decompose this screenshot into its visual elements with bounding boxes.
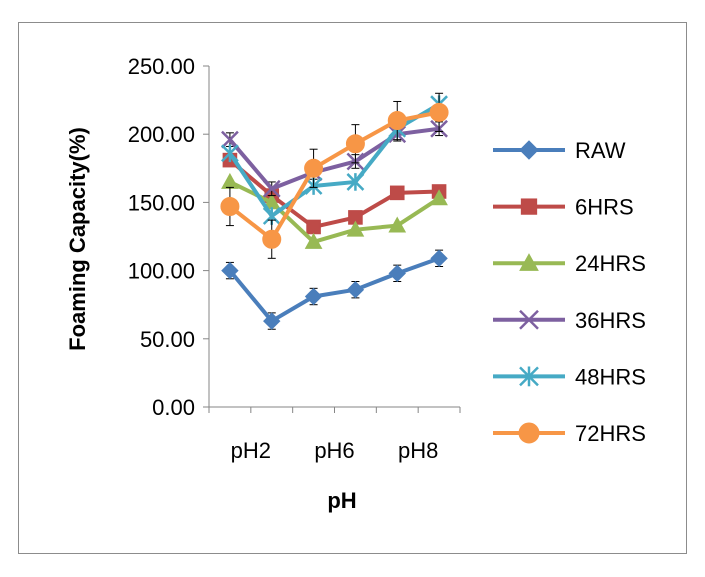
y-tick-label: 0.00	[152, 395, 195, 420]
data-point	[304, 232, 323, 249]
data-point	[263, 312, 281, 330]
y-tick-labels: 0.00 50.00 100.00 150.00 200.00 250.00	[128, 54, 195, 420]
legend-swatch-marker	[519, 140, 539, 160]
legend-item: 24HRS	[493, 251, 646, 276]
x-tick-label: pH2	[231, 438, 271, 463]
data-point	[220, 196, 240, 216]
legend: RAW 6HRS 24HRS 36HRS 48HRS 72HRS	[493, 138, 646, 446]
data-point	[221, 261, 239, 280]
data-point	[429, 102, 449, 122]
series-48hrs	[221, 95, 448, 225]
series-24hrs	[221, 172, 448, 249]
x-tick-label: pH6	[314, 438, 354, 463]
series-layer	[220, 92, 449, 330]
legend-label: 72HRS	[575, 421, 646, 446]
data-point	[430, 249, 448, 268]
data-point	[262, 229, 282, 249]
legend-label: 24HRS	[575, 251, 646, 276]
series-raw	[221, 249, 448, 330]
data-point	[345, 134, 365, 154]
data-point	[388, 216, 407, 233]
data-point	[304, 287, 323, 306]
legend-item: 72HRS	[493, 421, 646, 446]
legend-item: 36HRS	[493, 308, 646, 333]
x-marker-stroke	[519, 309, 539, 330]
series-line	[228, 256, 440, 324]
legend-label: 48HRS	[575, 364, 646, 389]
data-point	[304, 158, 324, 178]
legend-label: 36HRS	[575, 308, 646, 333]
x-tick-labels: pH2 pH6 pH8	[231, 438, 439, 463]
x-axis-title: pH	[327, 488, 356, 513]
series-line	[229, 180, 441, 244]
x-marker-stroke	[262, 179, 281, 198]
series-line	[228, 102, 441, 219]
legend-swatch-marker	[518, 422, 540, 444]
x-marker-stroke	[221, 130, 239, 149]
data-point	[221, 130, 239, 149]
data-point	[388, 264, 406, 283]
legend-item: RAW	[493, 138, 626, 163]
x-tick-label: pH8	[398, 438, 438, 463]
data-point	[221, 172, 239, 189]
legend-label: RAW	[575, 138, 626, 163]
data-point	[430, 189, 448, 206]
data-point	[306, 219, 321, 235]
data-point	[346, 220, 365, 237]
legend-swatch-marker	[519, 253, 539, 271]
data-point	[346, 280, 365, 299]
series-72hrs	[220, 92, 449, 259]
y-tick-label: 150.00	[128, 190, 195, 215]
legend-swatch-marker	[519, 366, 539, 387]
y-tick-label: 250.00	[128, 54, 195, 79]
legend-item: 6HRS	[493, 195, 634, 220]
legend-swatch-marker	[519, 309, 539, 330]
data-point	[221, 144, 239, 163]
y-tick-label: 100.00	[128, 259, 195, 284]
y-tick-label: 50.00	[140, 327, 195, 352]
y-tick-label: 200.00	[128, 122, 195, 147]
data-point	[346, 173, 365, 191]
legend-swatch-marker	[520, 198, 538, 215]
y-axis-title: Foaming Capacity(%)	[65, 127, 90, 351]
data-point	[387, 111, 407, 131]
legend-label: 6HRS	[575, 195, 634, 220]
legend-item: 48HRS	[493, 364, 646, 389]
data-point	[262, 179, 281, 198]
series-line	[228, 126, 440, 191]
data-point	[389, 185, 405, 201]
axes	[203, 65, 461, 413]
